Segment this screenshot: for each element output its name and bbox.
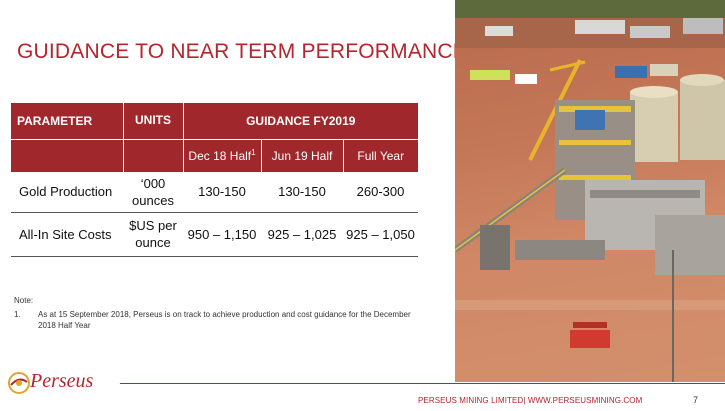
cell-units-line1: ‘000 xyxy=(140,175,166,191)
header-full-year: Full Year xyxy=(342,138,418,172)
perseus-logo-icon xyxy=(8,372,30,394)
header-parameter: PARAMETER xyxy=(11,103,123,139)
cell-parameter: Gold Production xyxy=(11,172,123,213)
page-number: 7 xyxy=(693,395,699,405)
header-jun-half: Jun 19 Half xyxy=(260,138,343,172)
footer-rule xyxy=(120,383,725,384)
cell-units: $US per ounce xyxy=(123,212,183,257)
cell-jun: 130-150 xyxy=(261,172,343,213)
cell-units: ‘000 ounces xyxy=(123,172,183,213)
cell-full: 260-300 xyxy=(343,172,418,213)
table-row: All-In Site Costs $US per ounce 950 – 1,… xyxy=(11,212,418,257)
header-blank-param xyxy=(11,138,123,172)
header-guidance: GUIDANCE FY2019 xyxy=(182,103,418,139)
cell-dec: 950 – 1,150 xyxy=(183,212,261,257)
footer-company: PERSEUS MINING LIMITED| WWW.PERSEUSMININ… xyxy=(418,396,643,405)
note-item: 1. As at 15 September 2018, Perseus is o… xyxy=(14,309,414,331)
note-heading: Note: xyxy=(14,296,34,305)
cell-jun: 925 – 1,025 xyxy=(261,212,343,257)
mine-processing-plant-photo xyxy=(455,0,725,382)
photo-illustration xyxy=(455,0,725,382)
note-text: As at 15 September 2018, Perseus is on t… xyxy=(38,310,411,330)
header-dec-half: Dec 18 Half1 xyxy=(182,138,261,172)
note-number: 1. xyxy=(14,310,21,319)
cell-full: 925 – 1,050 xyxy=(343,212,418,257)
footnote-marker: 1 xyxy=(251,148,256,158)
table-row: Gold Production ‘000 ounces 130-150 130-… xyxy=(11,172,418,213)
header-units: UNITS xyxy=(122,103,183,139)
logo-wordmark: Perseus xyxy=(30,370,94,392)
cell-dec: 130-150 xyxy=(183,172,261,213)
guidance-table: PARAMETER UNITS GUIDANCE FY2019 Dec 18 H… xyxy=(11,103,418,257)
slide-title: GUIDANCE TO NEAR TERM PERFORMANCE xyxy=(17,40,467,63)
cell-units-line2: ounces xyxy=(132,192,174,208)
header-blank-units xyxy=(122,138,183,172)
cell-parameter: All-In Site Costs xyxy=(11,212,123,257)
header-dec-half-label: Dec 18 Half xyxy=(188,149,252,164)
cell-units-line1: $US per xyxy=(129,218,177,233)
cell-units-line2: ounce xyxy=(135,235,171,250)
